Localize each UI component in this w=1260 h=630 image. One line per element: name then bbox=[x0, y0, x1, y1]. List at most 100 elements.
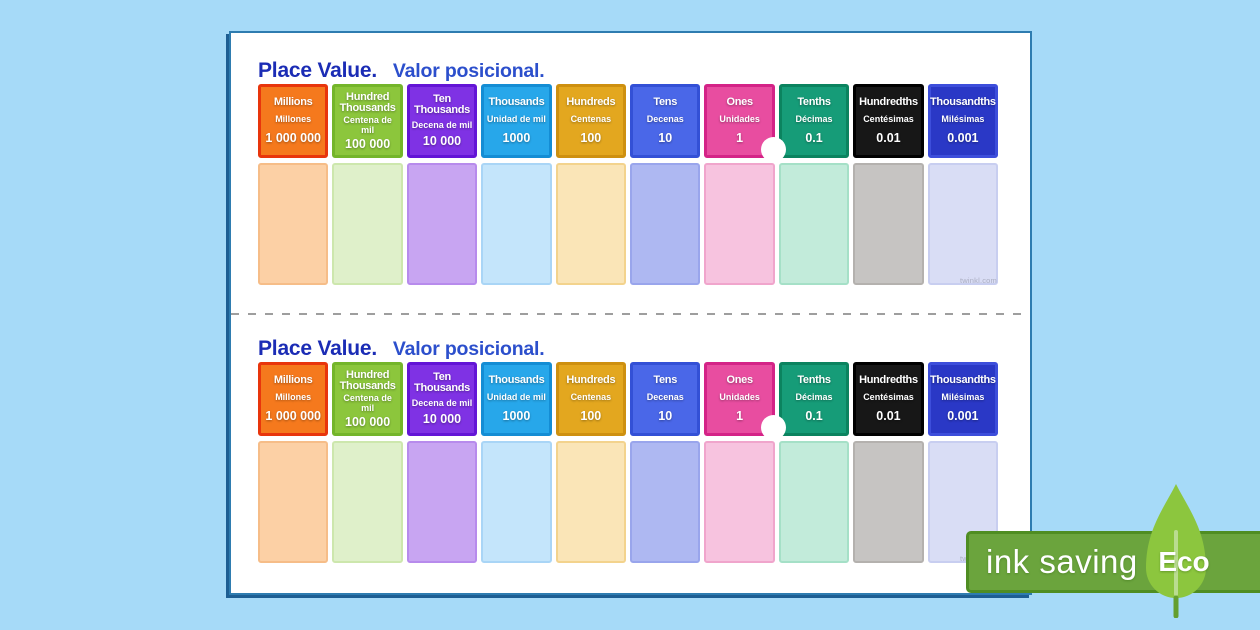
column-name-english: Ones bbox=[726, 95, 753, 108]
column-name-spanish: Centena de mil bbox=[343, 115, 392, 135]
place-column-hundred-thousands bbox=[332, 441, 403, 563]
column-name-spanish: Decenas bbox=[646, 114, 684, 125]
column-name-english: Millions bbox=[273, 95, 313, 108]
place-value-body-row bbox=[258, 441, 999, 563]
column-name-spanish: Centésimas bbox=[863, 392, 914, 403]
place-header-ones: Ones Unidades 1 bbox=[704, 84, 775, 158]
place-column-thousandths bbox=[927, 163, 999, 285]
place-column-millions bbox=[258, 163, 329, 285]
column-name-spanish: Centésimas bbox=[863, 114, 914, 125]
column-name-english: Thousands bbox=[488, 95, 545, 108]
column-name-spanish: Millones bbox=[275, 114, 312, 125]
title-english: Place Value. bbox=[258, 59, 378, 82]
column-name-spanish: Centenas bbox=[570, 114, 612, 125]
place-column-ten-thousands bbox=[406, 163, 478, 285]
column-name-english: Tenths bbox=[797, 373, 831, 386]
place-header-hundredths: Hundredths Centésimas 0.01 bbox=[853, 84, 924, 158]
column-name-spanish: Milésimas bbox=[941, 392, 985, 403]
place-header-hundreds: Hundreds Centenas 100 bbox=[555, 362, 627, 436]
eco-label: Eco bbox=[1158, 546, 1210, 577]
column-name-english: Hundreds bbox=[566, 95, 616, 108]
place-header-tenths: Tenths Décimas 0.1 bbox=[778, 84, 850, 158]
place-column-hundredths bbox=[853, 441, 924, 563]
place-column-hundred-thousands bbox=[332, 163, 403, 285]
column-value: 10 000 bbox=[422, 134, 462, 149]
place-column-millions bbox=[258, 441, 329, 563]
column-value: 10 000 bbox=[422, 412, 462, 427]
column-value: 0.001 bbox=[947, 131, 979, 146]
column-name-spanish: Decenas bbox=[646, 392, 684, 403]
place-column-ten-thousands bbox=[406, 441, 478, 563]
place-header-ten-thousands: Ten Thousands Decena de mil 10 000 bbox=[406, 84, 478, 158]
column-name-spanish: Millones bbox=[275, 392, 312, 403]
place-value-card-bottom: Place Value. Valor posicional. Millions M… bbox=[231, 311, 1030, 589]
column-name-spanish: Décimas bbox=[795, 114, 833, 125]
column-name-english: Thousandths bbox=[929, 373, 996, 386]
place-value-body-row bbox=[258, 163, 999, 285]
worksheet-page: Place Value. Valor posicional. Millions M… bbox=[229, 31, 1032, 595]
column-value: 100 bbox=[580, 409, 602, 424]
column-value: 1000 bbox=[502, 409, 531, 424]
column-value: 1 000 000 bbox=[265, 409, 321, 424]
place-header-thousands: Thousands Unidad de mil 1000 bbox=[481, 84, 552, 158]
column-name-english: Ten Thousands bbox=[414, 370, 470, 394]
place-header-tens: Tens Decenas 10 bbox=[630, 362, 701, 436]
column-value: 1 bbox=[736, 131, 744, 146]
place-header-tens: Tens Decenas 10 bbox=[630, 84, 701, 158]
column-name-english: Thousandths bbox=[929, 95, 996, 108]
column-name-english: Hundred Thousands bbox=[339, 368, 396, 392]
decimal-point bbox=[761, 415, 786, 440]
place-header-hundredths: Hundredths Centésimas 0.01 bbox=[853, 362, 924, 436]
column-value: 10 bbox=[658, 409, 673, 424]
column-name-spanish: Decena de mil bbox=[411, 119, 473, 130]
place-value-card-top: Place Value. Valor posicional. Millions M… bbox=[231, 33, 1030, 311]
place-column-tenths bbox=[778, 163, 850, 285]
column-name-english: Tens bbox=[653, 373, 678, 386]
place-header-thousandths: Thousandths Milésimas 0.001 bbox=[927, 362, 999, 436]
place-column-hundreds bbox=[555, 163, 627, 285]
place-column-ones bbox=[704, 163, 775, 285]
column-name-spanish: Unidades bbox=[719, 114, 760, 125]
column-value: 0.01 bbox=[876, 131, 901, 146]
title-spanish: Valor posicional. bbox=[392, 338, 545, 360]
column-value: 1 000 000 bbox=[265, 131, 321, 146]
column-name-english: Hundredths bbox=[859, 95, 918, 108]
place-column-tenths bbox=[778, 441, 850, 563]
column-name-english: Thousands bbox=[488, 373, 545, 386]
column-name-spanish: Unidades bbox=[719, 392, 760, 403]
column-name-spanish: Decena de mil bbox=[411, 397, 473, 408]
title-english: Place Value. bbox=[258, 337, 378, 360]
column-name-english: Millions bbox=[273, 373, 313, 386]
ink-saving-label: ink saving bbox=[986, 543, 1138, 580]
column-name-english: Ten Thousands bbox=[414, 92, 470, 116]
watermark: twinkl.com bbox=[959, 276, 997, 285]
column-name-english: Hundredths bbox=[859, 373, 918, 386]
place-column-ones bbox=[704, 441, 775, 563]
column-name-spanish: Milésimas bbox=[941, 114, 985, 125]
place-header-millions: Millions Millones 1 000 000 bbox=[258, 362, 329, 436]
place-value-header-row: Millions Millones 1 000 000 Hundred Thousan… bbox=[258, 362, 999, 436]
column-value: 1000 bbox=[502, 131, 531, 146]
place-header-hundred-thousands: Hundred Thousands Centena de mil 100 000 bbox=[332, 84, 403, 158]
place-column-hundredths bbox=[853, 163, 924, 285]
place-column-thousands bbox=[481, 163, 552, 285]
column-name-english: Hundred Thousands bbox=[339, 90, 396, 114]
place-header-millions: Millions Millones 1 000 000 bbox=[258, 84, 329, 158]
column-name-english: Tens bbox=[653, 95, 678, 108]
column-name-spanish: Centenas bbox=[570, 392, 612, 403]
column-name-spanish: Unidad de mil bbox=[486, 114, 546, 125]
column-name-spanish: Décimas bbox=[795, 392, 833, 403]
place-value-header-row: Millions Millones 1 000 000 Hundred Thousan… bbox=[258, 84, 999, 158]
column-value: 100 bbox=[580, 131, 602, 146]
column-value: 0.01 bbox=[876, 409, 901, 424]
place-column-hundreds bbox=[555, 441, 627, 563]
column-name-spanish: Centena de mil bbox=[343, 393, 392, 413]
column-value: 10 bbox=[658, 131, 673, 146]
column-name-english: Hundreds bbox=[566, 373, 616, 386]
decimal-point bbox=[761, 137, 786, 162]
column-value: 100 000 bbox=[345, 414, 391, 429]
place-header-thousands: Thousands Unidad de mil 1000 bbox=[481, 362, 552, 436]
column-value: 1 bbox=[736, 409, 744, 424]
column-value: 0.1 bbox=[805, 131, 823, 146]
